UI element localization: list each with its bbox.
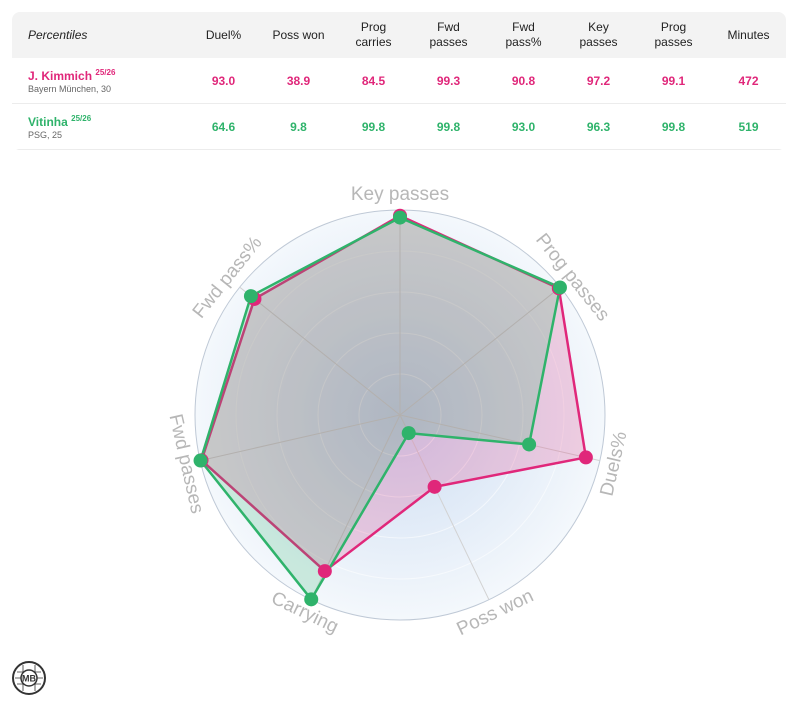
value-poss-won: 9.8 (261, 103, 336, 150)
value-key-passes: 97.2 (561, 58, 636, 104)
axis-label: Key passes (351, 184, 449, 205)
value-minutes: 472 (711, 58, 786, 104)
series-point[interactable] (193, 453, 208, 468)
column-header-line: Fwd (437, 20, 460, 34)
header-row: Percentiles Duel% Poss won Prog carries Fwd p… (12, 12, 786, 58)
value-fwd-pass-pct: 93.0 (486, 103, 561, 150)
series-point[interactable] (304, 592, 319, 607)
percentiles-table: Percentiles Duel% Poss won Prog carries Fwd p… (12, 12, 786, 150)
mb-logo: MB (12, 661, 46, 695)
column-header-duel: Duel% (186, 12, 261, 58)
series-point[interactable] (401, 426, 416, 441)
column-header-line: passes (579, 35, 618, 49)
column-header-line: carries (355, 35, 392, 49)
radar-spoke (399, 286, 561, 416)
series-point[interactable] (393, 210, 407, 225)
column-header-line: Minutes (727, 27, 770, 42)
value-prog-carries: 84.5 (336, 58, 411, 104)
player-cell: Vitinha 25/26 PSG, 25 (12, 103, 186, 150)
player-name[interactable]: J. Kimmich (28, 68, 93, 83)
series-point[interactable] (243, 289, 258, 304)
series-point[interactable] (552, 280, 567, 295)
player-club: Bayern München, 30 (28, 83, 112, 94)
column-header-line: Poss won (272, 27, 325, 42)
column-header-prog-passes: Prog passes (636, 12, 711, 58)
logo-text: MB (22, 674, 36, 684)
value-fwd-pass-pct: 90.8 (486, 58, 561, 104)
column-header-line: Key (588, 20, 609, 34)
value-fwd-passes: 99.8 (411, 103, 486, 150)
column-header-key-passes: Key passes (561, 12, 636, 58)
series-point[interactable] (317, 564, 332, 579)
column-header-fwd-pass-pct: Fwd pass% (486, 12, 561, 58)
column-header-poss-won: Poss won (261, 12, 336, 58)
series-polygon-vitinha (199, 216, 562, 601)
column-header-fwd-passes: Fwd passes (411, 12, 486, 58)
player-name-line: J. Kimmich 25/26 (28, 68, 186, 83)
value-duel: 64.6 (186, 103, 261, 150)
radar-spoke (200, 414, 401, 462)
column-header-line: Prog (660, 20, 687, 34)
percentiles-table-container: Percentiles Duel% Poss won Prog carries Fwd p… (12, 12, 786, 150)
column-header-minutes: Minutes (711, 12, 786, 58)
column-header-line: Prog (360, 20, 387, 34)
value-key-passes: 96.3 (561, 103, 636, 150)
value-poss-won: 38.9 (261, 58, 336, 104)
series-polygon-kimmich (200, 214, 588, 573)
player-name-line: Vitinha 25/26 (28, 114, 186, 129)
player-name[interactable]: Vitinha (28, 114, 68, 129)
radar-spoke (239, 286, 401, 416)
series-point[interactable] (427, 479, 442, 494)
column-header-line: Duel% (205, 27, 242, 42)
value-prog-carries: 99.8 (336, 103, 411, 150)
value-fwd-passes: 99.3 (411, 58, 486, 104)
player-row: J. Kimmich 25/26 Bayern München, 30 93.0 38… (12, 58, 786, 104)
column-header-prog-carries: Prog carries (336, 12, 411, 58)
column-header-line: passes (429, 35, 468, 49)
value-duel: 93.0 (186, 58, 261, 104)
player-club: PSG, 25 (28, 129, 63, 140)
player-cell: J. Kimmich 25/26 Bayern München, 30 (12, 58, 186, 104)
player-season: 25/26 (95, 67, 116, 77)
player-season: 25/26 (71, 113, 92, 123)
radar-spoke (399, 414, 490, 600)
series-point[interactable] (578, 450, 593, 465)
percentiles-header: Percentiles (28, 27, 88, 42)
series-point[interactable] (522, 437, 537, 452)
value-prog-passes: 99.8 (636, 103, 711, 150)
value-prog-passes: 99.1 (636, 58, 711, 104)
column-header-line: pass% (505, 35, 542, 49)
radar-spoke (399, 414, 600, 462)
player-row: Vitinha 25/26 PSG, 25 64.6 9.8 99.8 99.8 93.0 9… (12, 103, 786, 150)
column-header-line: passes (654, 35, 693, 49)
value-minutes: 519 (711, 103, 786, 150)
column-header-line: Fwd (512, 20, 535, 34)
